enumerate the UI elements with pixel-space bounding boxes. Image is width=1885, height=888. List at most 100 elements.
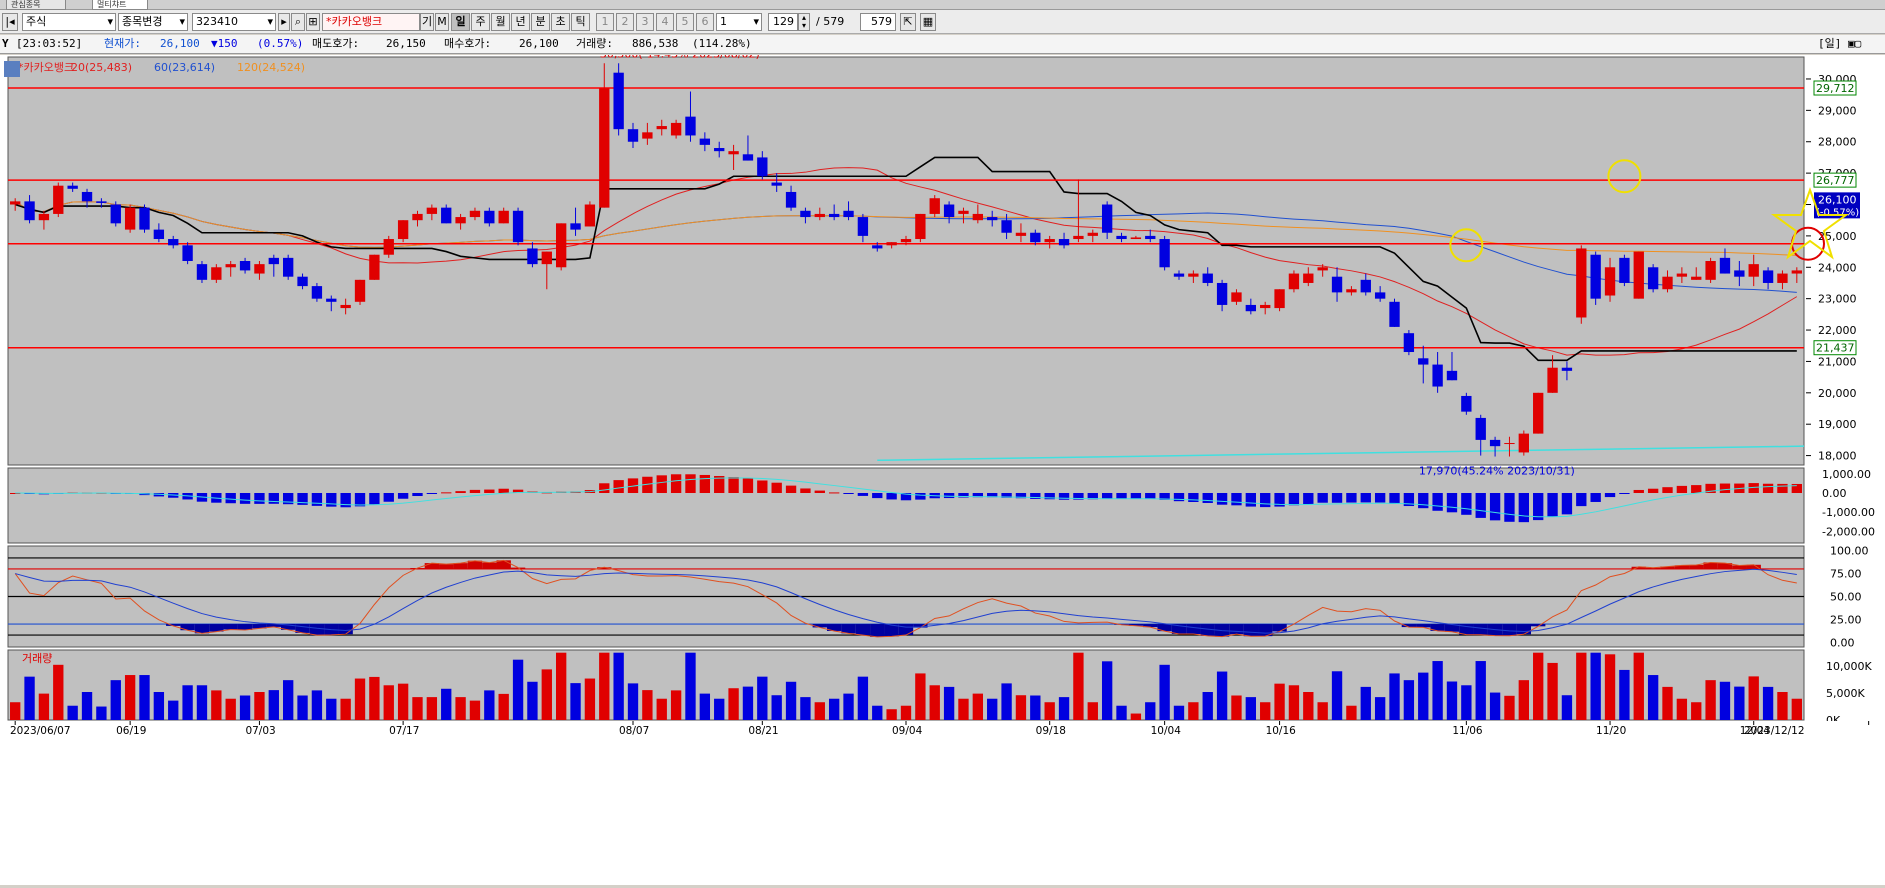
stoch-oversold-fill <box>1229 624 1244 635</box>
hline-label-box <box>1813 340 1857 356</box>
stoch-overbought-fill <box>1645 567 1661 569</box>
period-year[interactable]: 년 <box>511 13 530 31</box>
stoch-overbought-fill <box>597 567 612 569</box>
candle-body <box>455 217 466 224</box>
volume-bar <box>498 693 509 720</box>
macd-bar <box>1058 493 1070 500</box>
volume-bar <box>642 690 653 720</box>
count-stepper[interactable]: ▴ ▾ <box>798 13 810 31</box>
volume-bar <box>728 688 739 720</box>
trend-line <box>877 445 1805 462</box>
candle-body <box>1446 370 1458 381</box>
num-5[interactable]: 5 <box>676 13 694 31</box>
macd-bar <box>1489 493 1501 521</box>
num-4[interactable]: 4 <box>656 13 674 31</box>
candle-body <box>670 122 682 136</box>
macd-bar <box>599 483 610 493</box>
volume-tick-label: 10,000K <box>1826 660 1872 673</box>
market-select[interactable]: 주식 ▾ <box>22 13 116 31</box>
unit-select[interactable]: 1 ▾ <box>716 13 762 31</box>
stoch-overbought-fill <box>1732 565 1747 569</box>
candle-body <box>613 72 624 130</box>
count-input[interactable]: 129 <box>768 13 798 31</box>
candle-body <box>1748 264 1759 277</box>
volume-bar <box>872 705 883 720</box>
volume-bar <box>81 692 93 720</box>
macd-bar <box>311 493 323 506</box>
chart-area[interactable]: 30,00029,00028,00027,00026,00025,00024,0… <box>0 47 1885 885</box>
candle-body <box>1260 304 1271 309</box>
search-mode-value: 종목변경 <box>122 15 163 28</box>
grid-icon[interactable]: ▦ <box>920 13 936 31</box>
total-count: / 579 <box>816 15 845 28</box>
first-icon[interactable]: |◂ <box>2 13 18 31</box>
stoch-k-line <box>14 559 1797 638</box>
volume-bar <box>1475 661 1486 720</box>
num-2[interactable]: 2 <box>616 13 634 31</box>
y-icon[interactable]: Y <box>2 37 9 50</box>
candle-body <box>527 248 538 265</box>
stoch-oversold-fill <box>1459 624 1474 635</box>
num-6[interactable]: 6 <box>696 13 714 31</box>
toolbar: |◂ 주식 ▾ 종목변경 ▾ 323410 ▾ ▸ ⌕ ⊞ *카카오뱅크 기 M 일 … <box>0 10 1885 34</box>
volume-bar <box>1705 680 1716 720</box>
stoch-oversold-fill <box>166 624 181 626</box>
volume-bar <box>354 678 366 720</box>
search-mode-select[interactable]: 종목변경 ▾ <box>118 13 188 31</box>
volume-bar <box>512 659 524 720</box>
window-buttons[interactable]: ▣▢ <box>1848 37 1862 50</box>
num-3[interactable]: 3 <box>636 13 654 31</box>
candle-body <box>1288 273 1300 290</box>
highlight-circle <box>1449 228 1484 263</box>
volume-bar <box>541 669 552 720</box>
macd-bar <box>1676 485 1688 493</box>
macd-bar <box>1001 493 1012 498</box>
volume-bar <box>1274 683 1285 720</box>
period-month[interactable]: 월 <box>491 13 510 31</box>
candle-body <box>1202 273 1213 283</box>
num-1[interactable]: 1 <box>596 13 614 31</box>
hline-label: 29,712 <box>1816 82 1855 95</box>
btn-gi[interactable]: 기 <box>420 13 434 31</box>
change-value: ▼150 <box>211 37 238 50</box>
period-week[interactable]: 주 <box>471 13 490 31</box>
period-second[interactable]: 초 <box>551 13 570 31</box>
btn-m[interactable]: M <box>435 13 449 31</box>
x-tick-label: 10/16 <box>1266 725 1297 737</box>
tab-multichart[interactable]: 멀티챠트 <box>92 0 148 10</box>
period-day[interactable]: 일 <box>451 13 470 31</box>
link-icon[interactable]: ⊞ <box>306 13 320 31</box>
macd-bar <box>1662 487 1673 493</box>
next-icon[interactable]: ▸ <box>278 13 290 31</box>
volume-bar <box>383 685 394 720</box>
x-tick-label: 08/21 <box>748 725 778 737</box>
volume-bar <box>1461 685 1472 720</box>
volume-bar <box>455 697 466 720</box>
stock-code-input[interactable]: 323410 ▾ <box>192 13 276 31</box>
volume-bar <box>1001 683 1012 720</box>
stoch-oversold-fill <box>855 624 871 636</box>
stoch-overbought-fill <box>1746 564 1761 569</box>
candle-body <box>627 129 639 142</box>
macd-bar <box>785 485 797 493</box>
export-icon[interactable]: ⇱ <box>900 13 916 31</box>
stoch-overbought-fill <box>1717 563 1733 569</box>
period-minute[interactable]: 분 <box>531 13 550 31</box>
macd-bar <box>814 490 825 493</box>
macd-bar <box>1260 493 1271 508</box>
period-tick[interactable]: 틱 <box>571 13 590 31</box>
macd-bar <box>1188 493 1199 502</box>
volume-bar <box>1403 680 1415 720</box>
stoch-oversold-fill <box>223 624 238 630</box>
visible-count-input[interactable]: 579 <box>860 13 896 31</box>
stoch-oversold-fill <box>266 624 281 627</box>
tab-watchlist[interactable]: 관심종목 <box>6 0 66 10</box>
macd-bar <box>1303 493 1314 505</box>
candle-body <box>757 157 768 177</box>
volume-bar <box>1619 669 1630 720</box>
macd-bar <box>426 493 438 494</box>
search-icon[interactable]: ⌕ <box>291 13 305 31</box>
candle-body <box>1245 304 1257 312</box>
chart-svg[interactable]: 30,00029,00028,00027,00026,00025,00024,0… <box>0 47 1885 885</box>
volume-bar <box>800 697 811 720</box>
